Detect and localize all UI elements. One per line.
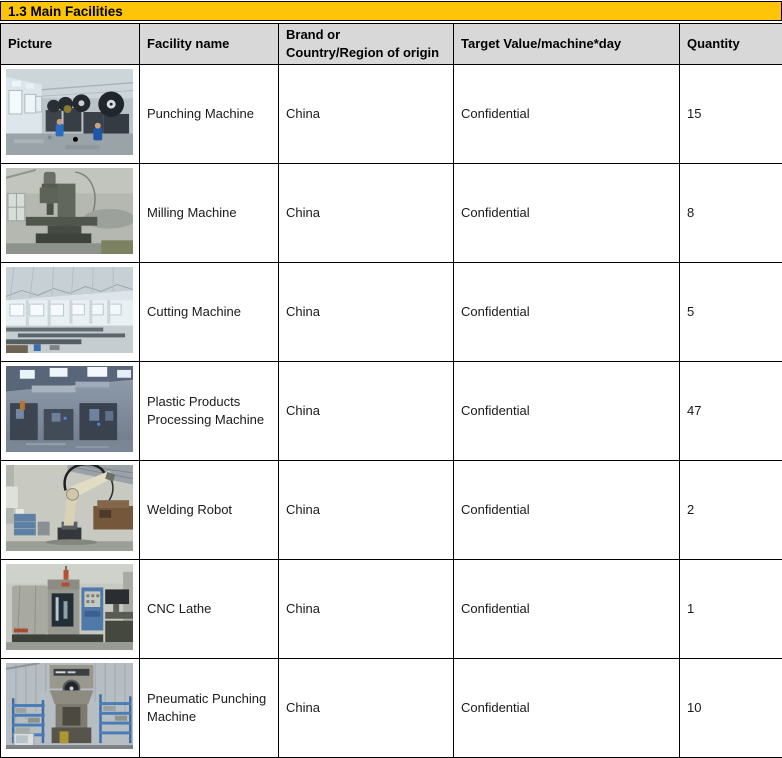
picture-cell	[1, 362, 140, 461]
picture-cell	[1, 659, 140, 758]
origin-cell: China	[279, 263, 454, 362]
pneumatic-punching-machine-photo	[6, 663, 133, 749]
origin-cell: China	[279, 461, 454, 560]
quantity-cell: 1	[680, 560, 782, 659]
col-header-target-value: Target Value/machine*day	[454, 24, 680, 65]
section-title: 1.3 Main Facilities	[8, 4, 123, 19]
facility-name-cell: Milling Machine	[140, 164, 279, 263]
section-title-bar: 1.3 Main Facilities	[0, 1, 782, 21]
facility-name-cell: Pneumatic Punching Machine	[140, 659, 279, 758]
origin-cell: China	[279, 164, 454, 263]
table-row: Punching Machine China Confidential 15	[1, 65, 782, 164]
table-row: Plastic Products Processing Machine Chin…	[1, 362, 782, 461]
col-header-quantity: Quantity	[680, 24, 782, 65]
col-header-origin: Brand or Country/Region of origin	[279, 24, 454, 65]
quantity-cell: 10	[680, 659, 782, 758]
picture-cell	[1, 65, 140, 164]
welding-robot-photo	[6, 465, 133, 551]
table-row: Welding Robot China Confidential 2	[1, 461, 782, 560]
quantity-cell: 2	[680, 461, 782, 560]
picture-cell	[1, 461, 140, 560]
quantity-cell: 8	[680, 164, 782, 263]
facility-name-cell: Punching Machine	[140, 65, 279, 164]
table-row: Cutting Machine China Confidential 5	[1, 263, 782, 362]
table-row: Milling Machine China Confidential 8	[1, 164, 782, 263]
col-header-picture: Picture	[1, 24, 140, 65]
table-header-row: Picture Facility name Brand or Country/R…	[1, 24, 782, 65]
target-value-cell: Confidential	[454, 461, 680, 560]
milling-machine-photo	[6, 168, 133, 254]
cnc-lathe-photo	[6, 564, 133, 650]
quantity-cell: 15	[680, 65, 782, 164]
origin-cell: China	[279, 560, 454, 659]
plastic-processing-machine-photo	[6, 366, 133, 452]
facility-name-cell: Cutting Machine	[140, 263, 279, 362]
table-row: Pneumatic Punching Machine China Confide…	[1, 659, 782, 758]
picture-cell	[1, 164, 140, 263]
quantity-cell: 47	[680, 362, 782, 461]
picture-cell	[1, 560, 140, 659]
target-value-cell: Confidential	[454, 164, 680, 263]
facilities-table: Picture Facility name Brand or Country/R…	[0, 23, 782, 758]
target-value-cell: Confidential	[454, 659, 680, 758]
punching-machine-photo	[6, 69, 133, 155]
target-value-cell: Confidential	[454, 560, 680, 659]
origin-cell: China	[279, 659, 454, 758]
origin-cell: China	[279, 65, 454, 164]
facility-name-cell: Welding Robot	[140, 461, 279, 560]
table-row: CNC Lathe China Confidential 1	[1, 560, 782, 659]
origin-cell: China	[279, 362, 454, 461]
picture-cell	[1, 263, 140, 362]
col-header-facility-name: Facility name	[140, 24, 279, 65]
facility-name-cell: CNC Lathe	[140, 560, 279, 659]
target-value-cell: Confidential	[454, 65, 680, 164]
facility-name-cell: Plastic Products Processing Machine	[140, 362, 279, 461]
target-value-cell: Confidential	[454, 362, 680, 461]
quantity-cell: 5	[680, 263, 782, 362]
target-value-cell: Confidential	[454, 263, 680, 362]
cutting-machine-photo	[6, 267, 133, 353]
